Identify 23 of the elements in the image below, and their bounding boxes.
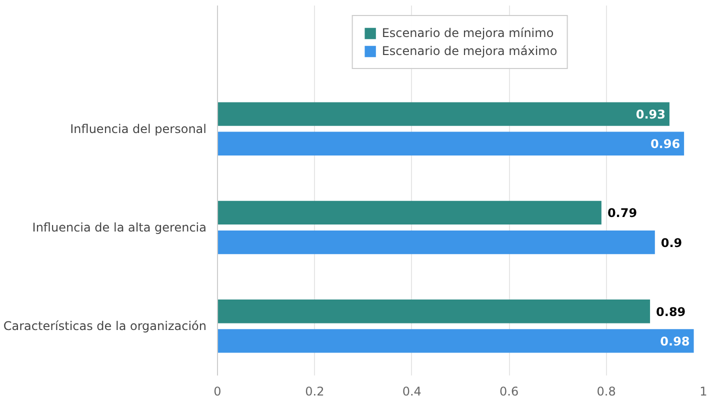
bar xyxy=(218,200,602,225)
legend-label: Escenario de mejora mínimo xyxy=(382,26,554,40)
x-tick-label: 0.4 xyxy=(402,384,422,398)
legend-label: Escenario de mejora máximo xyxy=(382,44,558,58)
x-tick-label: 1 xyxy=(700,384,708,398)
data-label: 0.89 xyxy=(656,304,686,319)
x-tick-label: 0.8 xyxy=(596,384,616,398)
x-tick-label: 0 xyxy=(214,384,222,398)
data-label: 0.93 xyxy=(636,108,666,122)
x-tick-label: 0.6 xyxy=(500,384,519,398)
bar xyxy=(218,230,655,254)
bar xyxy=(218,329,694,353)
y-tick-label: Influencia de la alta gerencia xyxy=(32,220,206,234)
bar xyxy=(218,102,670,126)
data-label: 0.98 xyxy=(660,334,690,348)
bar xyxy=(218,300,650,324)
x-tick-label: 0.2 xyxy=(305,384,324,398)
bar xyxy=(218,132,684,156)
data-label: 0.79 xyxy=(607,206,638,220)
data-label: 0.96 xyxy=(650,137,680,152)
data-label: 0.9 xyxy=(660,236,682,250)
y-tick-label: Influencia del personal xyxy=(70,122,207,136)
y-tick-label: Características de la organización xyxy=(3,319,207,334)
